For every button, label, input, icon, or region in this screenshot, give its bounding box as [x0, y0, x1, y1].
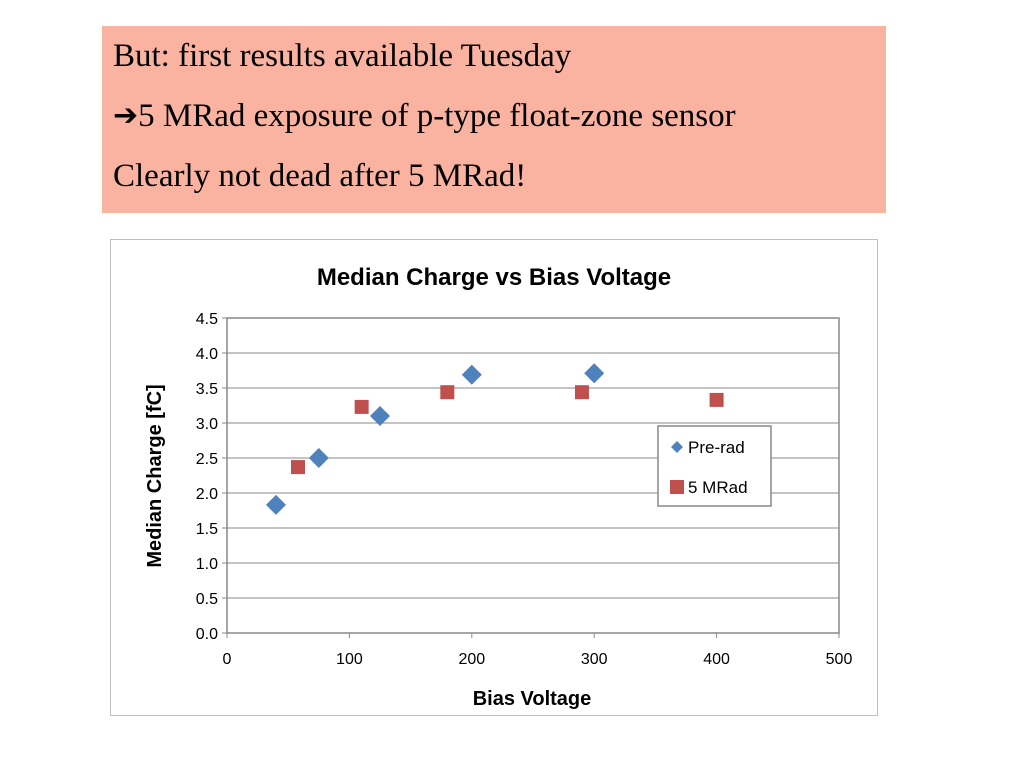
point-pre-rad: [584, 363, 605, 384]
scatter-chart: Median Charge vs Bias Voltage 0.0 0.5 1.0 1.…: [144, 264, 853, 710]
point-pre-rad: [265, 494, 286, 515]
legend-marker-pre-rad: [671, 441, 683, 453]
legend-marker-5-mrad: [670, 480, 684, 494]
point-5-mrad: [574, 385, 589, 400]
x-tick-label: 400: [703, 651, 730, 668]
y-axis-label: Median Charge [fC]: [144, 384, 166, 567]
legend-label-pre-rad: Pre-rad: [688, 438, 745, 457]
right-arrow-icon: ➔: [113, 98, 139, 133]
callout-text-1: But: first results available Tuesday: [113, 38, 572, 74]
y-tick-label: 3.5: [196, 381, 218, 398]
point-pre-rad: [308, 448, 329, 468]
point-5-mrad: [290, 460, 305, 475]
x-tick-label: 500: [826, 651, 853, 668]
callout-text-3: Clearly not dead after 5 MRad!: [113, 158, 527, 194]
y-tick-label: 2.0: [196, 486, 218, 503]
callout-box: But: first results available Tuesday ➔5 …: [102, 26, 886, 213]
y-tick-label: 1.0: [196, 556, 218, 573]
y-tick-label: 4.5: [196, 311, 218, 328]
y-tick-label: 4.0: [196, 346, 218, 363]
callout-line-3: Clearly not dead after 5 MRad!: [113, 156, 886, 196]
point-pre-rad: [461, 364, 482, 385]
y-tick-label: 3.0: [196, 416, 218, 433]
x-tick-label: 200: [458, 651, 485, 668]
callout-line-1: But: first results available Tuesday: [113, 36, 886, 76]
x-tick-label: 100: [336, 651, 363, 668]
y-tick-label: 0.5: [196, 591, 218, 608]
plot-area-border: [226, 317, 840, 634]
chart-frame: Median Charge vs Bias Voltage 0.0 0.5 1.0 1.…: [110, 239, 878, 716]
legend-label-5-mrad: 5 MRad: [688, 478, 748, 497]
point-5-mrad: [440, 385, 455, 400]
callout-line-2: ➔5 MRad exposure of p-type float-zone se…: [113, 96, 886, 136]
x-axis-label: Bias Voltage: [473, 688, 592, 710]
point-5-mrad: [354, 399, 369, 414]
callout-text-2: 5 MRad exposure of p-type float-zone sen…: [138, 98, 736, 134]
point-pre-rad: [370, 406, 390, 426]
x-tick-label: 0: [223, 651, 232, 668]
point-5-mrad: [709, 392, 724, 407]
x-tick-label: 300: [581, 651, 608, 668]
y-tick-label: 1.5: [196, 521, 218, 538]
y-tick-label: 0.0: [196, 626, 218, 643]
y-tick-label: 2.5: [196, 451, 218, 468]
chart-title: Median Charge vs Bias Voltage: [317, 264, 671, 291]
